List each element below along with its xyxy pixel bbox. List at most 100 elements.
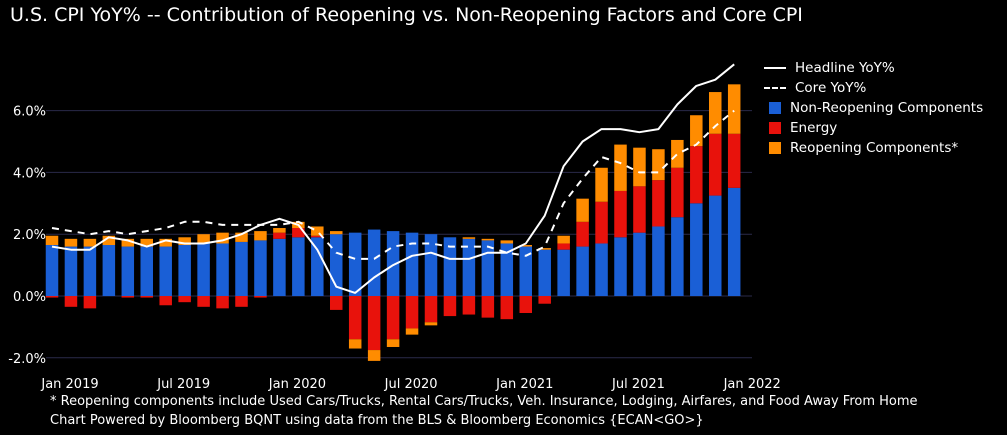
- bar-segment: [538, 296, 551, 304]
- bar-segment: [671, 167, 684, 218]
- bar-segment: [443, 296, 457, 317]
- core-line: [51, 109, 735, 260]
- bar-segment: [576, 221, 589, 247]
- legend-item-headline: Headline YoY%: [764, 58, 983, 78]
- bar-segment: [102, 245, 116, 296]
- bar-segment: [311, 237, 324, 296]
- bar-segment: [254, 240, 267, 296]
- bar-segment: [159, 296, 172, 306]
- bar-segment: [462, 296, 476, 315]
- bar-segment: [576, 246, 589, 296]
- bar-segment: [500, 296, 514, 320]
- bar-segment: [235, 232, 248, 242]
- bar-segment: [83, 246, 97, 296]
- bar-segment: [121, 246, 135, 296]
- y-tick-label: 6.0%: [13, 105, 46, 120]
- bar-segment: [405, 296, 419, 329]
- bar-segment: [159, 238, 172, 247]
- bar-segment: [633, 232, 646, 296]
- bar-segment: [197, 296, 210, 307]
- bar-segment: [519, 245, 532, 247]
- x-tick-label: Jan 2019: [40, 377, 98, 392]
- chart-title: U.S. CPI YoY% -- Contribution of Reopeni…: [10, 4, 803, 26]
- bar-segment: [519, 296, 532, 313]
- bar-segment: [348, 339, 362, 349]
- legend-reopening-label: Reopening Components*: [790, 140, 959, 156]
- bar-segment: [633, 147, 646, 187]
- bar-segment: [159, 246, 172, 296]
- bar-segment: [595, 201, 608, 244]
- bar-segment: [254, 296, 267, 298]
- y-tick-label: -2.0%: [8, 352, 46, 367]
- bar-segment: [386, 231, 400, 296]
- bar-segment: [64, 296, 78, 307]
- bar-segment: [671, 139, 684, 168]
- x-tick-label: Jan 2020: [268, 377, 326, 392]
- legend-non-reopening-swatch: [769, 102, 781, 114]
- legend-core-swatch: [764, 87, 786, 89]
- bar-segment: [709, 133, 722, 196]
- legend-item-energy: Energy: [764, 118, 983, 138]
- bar-segment: [690, 146, 703, 204]
- y-tick-label: 2.0%: [13, 228, 46, 243]
- bar-segment: [83, 238, 97, 247]
- bar-segment: [690, 203, 703, 296]
- bar-segment: [83, 296, 97, 309]
- bar-segment: [462, 237, 476, 239]
- x-axis: Jan 2019 Jul 2019 Jan 2020 Jul 2020 Jan 2021…: [40, 377, 780, 392]
- bar-segment: [386, 296, 400, 340]
- bar-segment: [614, 190, 627, 238]
- bar-segment: [557, 249, 570, 296]
- y-tick-label: 0.0%: [13, 290, 46, 305]
- legend-headline-label: Headline YoY%: [795, 60, 895, 76]
- bar-segment: [538, 249, 551, 296]
- x-tick-label: Jul 2021: [611, 377, 665, 392]
- bar-segment: [690, 115, 703, 147]
- bar-segment: [178, 237, 191, 246]
- legend: Headline YoY% Core YoY% Non-Reopening Co…: [764, 58, 983, 158]
- bar-segment: [178, 296, 191, 303]
- bar-segment: [292, 237, 305, 296]
- legend-reopening-swatch: [769, 142, 781, 154]
- bar-segment: [500, 240, 514, 244]
- bar-segment: [330, 231, 343, 235]
- legend-headline-swatch: [764, 67, 786, 69]
- x-tick-label: Jul 2019: [156, 377, 210, 392]
- bar-segment: [595, 167, 608, 202]
- bar-segment: [254, 231, 267, 241]
- bar-segment: [121, 296, 135, 298]
- bar-segment: [576, 198, 589, 222]
- bar-segment: [614, 237, 627, 296]
- bar-segment: [614, 144, 627, 191]
- bar-segment: [273, 238, 286, 296]
- bar-segment: [348, 232, 362, 296]
- bar-segment: [500, 243, 514, 296]
- y-tick-label: 4.0%: [13, 166, 46, 181]
- x-tick-label: Jul 2020: [384, 377, 438, 392]
- bar-segment: [405, 328, 419, 335]
- bar-segment: [311, 235, 324, 238]
- bar-segment: [197, 243, 210, 296]
- bar-segment: [45, 296, 59, 298]
- series-lines: [51, 63, 735, 294]
- footnote-reopening: * Reopening components include Used Cars…: [50, 394, 918, 409]
- legend-item-core: Core YoY%: [764, 78, 983, 98]
- bar-segment: [652, 180, 665, 227]
- bar-segment: [709, 92, 722, 134]
- bar-segment: [216, 243, 229, 296]
- legend-energy-swatch: [769, 122, 781, 134]
- x-tick-label: Jan 2022: [723, 377, 781, 392]
- bar-segment: [140, 238, 153, 247]
- bar-segment: [595, 243, 608, 296]
- bar-segment: [652, 226, 665, 296]
- x-tick-label: Jan 2021: [495, 377, 553, 392]
- bar-segment: [330, 296, 343, 310]
- bar-segment: [235, 296, 248, 307]
- legend-core-label: Core YoY%: [795, 80, 867, 96]
- bar-segment: [481, 296, 495, 318]
- bar-segment: [557, 235, 570, 244]
- bar-segment: [235, 241, 248, 296]
- bar-segment: [216, 232, 229, 244]
- bar-segment: [709, 195, 722, 296]
